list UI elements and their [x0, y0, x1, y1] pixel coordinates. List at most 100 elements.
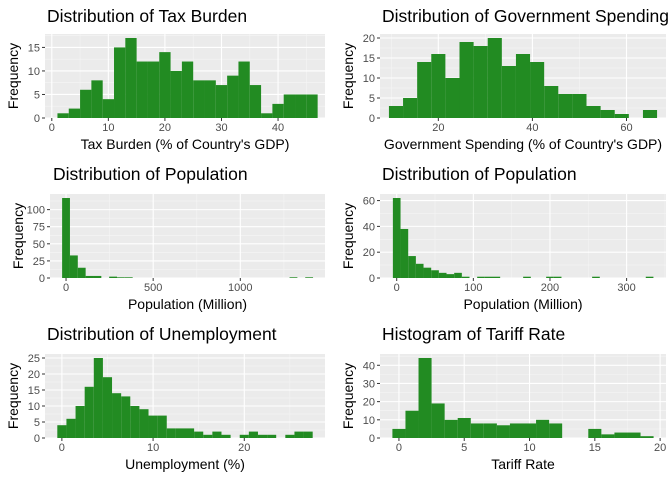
histogram-bar — [289, 277, 298, 278]
histogram-bar — [473, 46, 488, 118]
x-tick-label: 60 — [620, 122, 632, 134]
x-tick-label: 100 — [464, 282, 482, 294]
x-axis-label: Unemployment (%) — [125, 456, 245, 472]
x-tick-label: 20 — [159, 122, 171, 134]
histogram-bar — [283, 94, 296, 118]
histogram-bar — [215, 85, 228, 118]
histogram-bar — [572, 94, 587, 118]
histogram-bar — [68, 108, 81, 118]
chart-panel-tariff-rate: Histogram of Tariff Rate Frequency Tarif… — [336, 320, 672, 480]
histogram-bar — [403, 98, 418, 118]
histogram-bar — [477, 276, 485, 278]
histogram-bar — [546, 276, 554, 278]
histogram-bar — [645, 276, 654, 278]
histogram-bar — [509, 423, 523, 438]
histogram-bar — [170, 70, 182, 118]
histogram-bar — [549, 423, 563, 438]
histogram-bar — [553, 276, 562, 278]
x-axis-label: Population (Million) — [463, 296, 583, 312]
x-tick-label: 20 — [432, 122, 444, 134]
histogram-svg: 0 5 10 15 20 0 10 20 30 40 — [363, 354, 666, 454]
histogram-svg: 0 10 20 30 40 0 5 10 15 — [28, 34, 325, 134]
x-tick-label: 40 — [272, 122, 284, 134]
histogram-bar — [267, 434, 277, 438]
histogram-bar — [62, 198, 70, 278]
histogram-bar — [227, 75, 239, 118]
x-tick-label: 0 — [59, 442, 65, 454]
x-tick-label: 5 — [461, 442, 467, 454]
histogram-bar — [102, 377, 113, 438]
x-tick-label: 0 — [396, 442, 402, 454]
histogram-bar — [487, 38, 502, 118]
bars — [392, 358, 654, 438]
axis-ticks: 0 10 20 0 5 10 15 20 25 — [28, 353, 251, 454]
y-tick-label: 100 — [27, 205, 45, 217]
y-tick-label: 20 — [28, 369, 40, 381]
chart-title: Distribution of Tax Burden — [47, 6, 248, 26]
chart-title: Histogram of Tariff Rate — [382, 324, 566, 344]
histogram-bar — [305, 277, 314, 278]
y-tick-label: 75 — [33, 222, 45, 234]
chart-panel-population-full: Distribution of Population Frequency Pop… — [0, 160, 336, 320]
x-tick-label: 300 — [617, 282, 635, 294]
histogram-bar — [496, 425, 510, 438]
histogram-bar — [203, 434, 213, 438]
histogram-bar — [405, 410, 419, 438]
histogram-bar — [417, 62, 432, 118]
y-tick-label: 5 — [34, 89, 40, 101]
histogram-bar — [130, 406, 140, 438]
histogram-bar — [592, 276, 600, 278]
histogram-bar — [627, 432, 641, 438]
y-tick-label: 40 — [363, 360, 375, 372]
histogram-bar — [194, 431, 204, 438]
x-tick-label: 30 — [215, 122, 227, 134]
histogram-bar — [303, 431, 313, 438]
histogram-bar — [257, 434, 268, 438]
histogram-bar — [392, 428, 406, 438]
y-tick-label: 25 — [28, 353, 40, 365]
histogram-bar — [166, 428, 176, 438]
minor-grid — [50, 194, 325, 278]
histogram-bar — [77, 267, 86, 278]
histogram-bar — [295, 94, 307, 118]
x-tick-label: 10 — [102, 122, 114, 134]
y-tick-label: 20 — [363, 397, 375, 409]
y-tick-label: 0 — [369, 113, 375, 125]
histogram-bar — [586, 106, 601, 118]
x-tick-label: 40 — [526, 122, 538, 134]
y-tick-label: 20 — [363, 33, 375, 45]
y-tick-label: 0 — [34, 113, 40, 125]
bars — [57, 38, 318, 118]
histogram-bar — [431, 403, 445, 438]
y-tick-label: 15 — [28, 42, 40, 54]
chart-title: Distribution of Government Spending — [382, 6, 669, 26]
x-tick-label: 0 — [63, 282, 69, 294]
y-tick-label: 10 — [363, 415, 375, 427]
histogram-bar — [93, 275, 102, 278]
y-tick-label: 0 — [369, 273, 375, 285]
histogram-bar — [159, 52, 171, 118]
y-tick-label: 40 — [363, 221, 375, 233]
x-tick-label: 15 — [589, 442, 601, 454]
y-tick-label: 15 — [363, 53, 375, 65]
minor-grid — [380, 194, 666, 278]
histogram-svg: 0 500 1000 0 25 50 75 100 — [27, 194, 325, 294]
histogram-bar — [175, 428, 185, 438]
histogram-bar — [501, 66, 516, 118]
y-tick-label: 0 — [39, 273, 45, 285]
x-tick-label: 500 — [144, 282, 162, 294]
y-tick-label: 60 — [363, 196, 375, 208]
x-tick-label: 200 — [541, 282, 559, 294]
histogram-bar — [84, 386, 94, 438]
histogram-bar — [285, 434, 295, 438]
histogram-bar — [392, 198, 401, 278]
chart-panel-unemployment: Distribution of Unemployment Frequency U… — [0, 320, 336, 480]
histogram-bar — [238, 61, 250, 118]
histogram-bar — [492, 276, 501, 278]
axis-ticks: 20 40 60 0 5 10 15 20 — [363, 33, 633, 134]
x-tick-label: 0 — [49, 122, 55, 134]
histogram-bar — [536, 419, 550, 438]
histogram-bar — [415, 263, 424, 278]
histogram-bar — [139, 409, 149, 438]
chart-title: Distribution of Population — [382, 164, 577, 184]
